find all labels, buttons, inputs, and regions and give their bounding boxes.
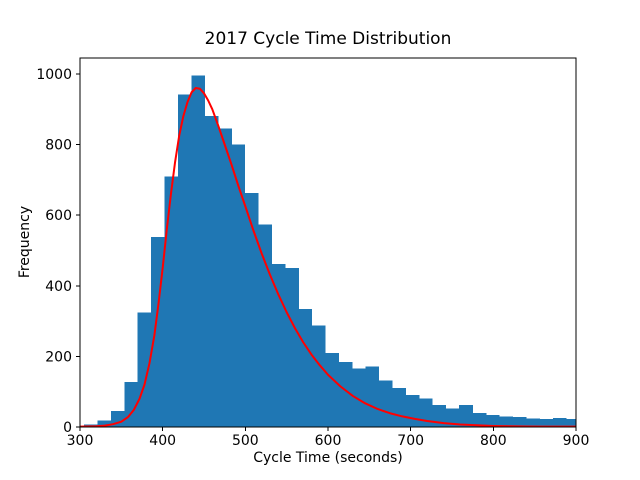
histogram-bar	[512, 417, 527, 427]
x-tick-label: 800	[480, 433, 507, 449]
y-tick-label: 600	[45, 208, 72, 224]
histogram-bar	[485, 414, 500, 427]
histogram-bar	[244, 192, 259, 427]
histogram-bar	[365, 366, 380, 427]
x-tick-label: 300	[67, 433, 94, 449]
histogram-bar	[459, 405, 473, 427]
x-tick-label: 500	[232, 433, 259, 449]
y-tick-label: 200	[45, 349, 72, 365]
chart-title: 2017 Cycle Time Distribution	[204, 29, 452, 49]
y-tick-label: 800	[45, 138, 72, 154]
histogram-bar	[204, 115, 219, 427]
histogram-bar	[271, 264, 286, 427]
histogram-bar	[311, 325, 326, 427]
histogram-bar	[298, 309, 313, 427]
histogram-bar	[164, 176, 179, 427]
fit-curve-line	[80, 87, 576, 427]
histogram-bar	[418, 398, 433, 427]
histogram-bar	[191, 75, 206, 427]
histogram-bar	[258, 224, 273, 427]
histogram-bar	[231, 144, 246, 427]
histogram-bar	[177, 94, 192, 427]
histogram-bar	[351, 368, 366, 427]
histogram-bar	[218, 128, 232, 427]
histogram-bar	[552, 417, 567, 427]
histogram-bar	[325, 352, 339, 427]
histogram-bar	[472, 413, 487, 427]
histogram-bar	[338, 362, 353, 427]
histogram-bar	[566, 419, 576, 427]
histogram-bar	[378, 380, 393, 427]
histogram-bar	[499, 416, 514, 427]
x-tick-label: 900	[563, 433, 590, 449]
x-tick-label: 600	[315, 433, 342, 449]
histogram-bar	[526, 418, 540, 427]
y-tick-label: 1000	[36, 67, 72, 83]
y-tick-label: 400	[45, 279, 72, 295]
histogram-bar	[539, 419, 554, 427]
histogram-bar	[445, 408, 460, 427]
y-tick-label: 0	[63, 420, 72, 436]
x-tick-label: 700	[397, 433, 424, 449]
histogram-bar	[97, 420, 112, 427]
histogram-bar	[405, 395, 420, 427]
histogram-bar	[137, 312, 152, 427]
histogram-bar	[392, 388, 406, 427]
x-axis-label: Cycle Time (seconds)	[253, 450, 403, 466]
histogram-bar	[285, 268, 299, 427]
x-tick-label: 400	[149, 433, 176, 449]
